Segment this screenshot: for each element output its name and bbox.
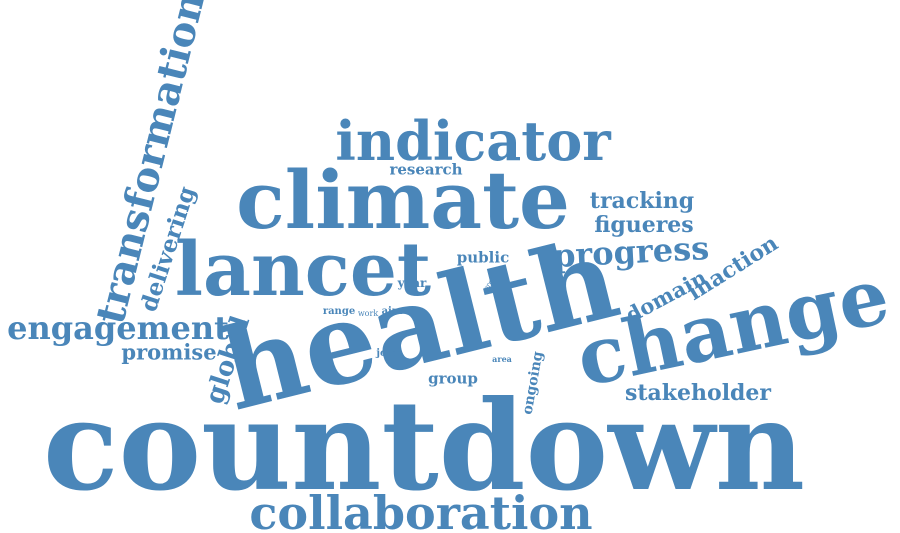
word-area: area bbox=[492, 354, 512, 364]
word-work: work bbox=[357, 309, 379, 318]
word-group: group bbox=[428, 369, 478, 388]
word-countdown: countdown bbox=[42, 374, 806, 519]
word-promise: promise bbox=[121, 339, 217, 365]
word-stakeholder: stakeholder bbox=[624, 380, 772, 406]
word-climate: climate bbox=[236, 153, 570, 247]
word-engagement: engagement bbox=[7, 309, 229, 347]
word-range: range bbox=[322, 306, 356, 317]
word-collaboration: collaboration bbox=[249, 486, 593, 533]
word-year: year bbox=[397, 276, 427, 290]
word-research: research bbox=[389, 160, 463, 179]
word-tracking: tracking bbox=[589, 188, 695, 214]
word-lancet: lancet bbox=[174, 227, 432, 313]
word-aim: aim bbox=[381, 306, 403, 317]
word-figueres: figueres bbox=[594, 212, 694, 238]
word-public: public bbox=[456, 248, 510, 267]
word-indicator: indicator bbox=[335, 109, 611, 173]
word-join: join bbox=[376, 348, 398, 359]
